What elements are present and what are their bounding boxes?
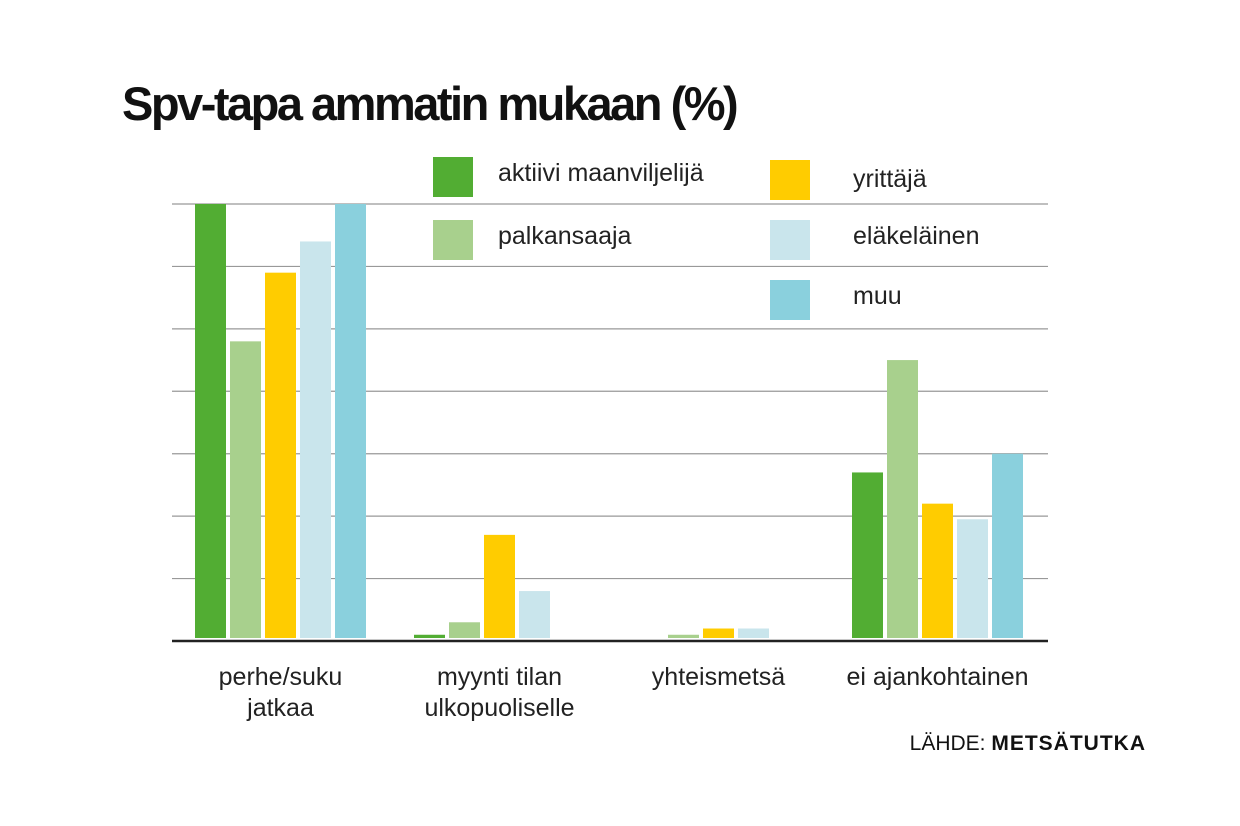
bar <box>230 341 261 638</box>
x-tick-label-line: myynti tilan <box>437 663 562 691</box>
bar <box>335 204 366 638</box>
bar <box>922 503 953 638</box>
x-tick-label: perhe/suku jatkaa <box>219 663 343 722</box>
bar <box>703 628 734 638</box>
legend-swatch <box>770 220 810 260</box>
legend-swatch <box>433 220 473 260</box>
x-tick-label: yhteismetsä <box>652 663 785 691</box>
source-note: LÄHDE: METSÄTUTKA <box>910 732 1146 755</box>
legend-item: aktiivi maanviljelijä <box>433 157 704 197</box>
x-tick-label-line: yhteismetsä <box>652 663 785 691</box>
legend-label: yrittäjä <box>853 165 927 193</box>
x-tick-label-line: jatkaa <box>246 694 314 722</box>
bar <box>265 272 296 638</box>
legend-label: eläkeläinen <box>853 222 980 250</box>
source-label: LÄHDE: <box>910 732 986 755</box>
x-tick-label-line: ei ajankohtainen <box>846 663 1028 691</box>
legend-swatch <box>433 157 473 197</box>
source-name: METSÄTUTKA <box>991 732 1146 755</box>
bar <box>195 204 226 638</box>
bar <box>300 241 331 638</box>
legend-label: aktiivi maanviljelijä <box>498 159 704 187</box>
x-tick-label-line: perhe/suku <box>219 663 343 691</box>
bar <box>957 519 988 638</box>
bar <box>738 628 769 638</box>
bars <box>195 204 1023 638</box>
legend-swatch <box>770 280 810 320</box>
bar <box>668 634 699 638</box>
x-axis-labels: perhe/suku jatkaa myynti tilan ulkopuolisel… <box>219 663 1029 722</box>
legend-item: muu <box>770 280 902 320</box>
bar <box>484 534 515 638</box>
legend-item: yrittäjä <box>770 160 927 200</box>
bar <box>519 591 550 638</box>
bar <box>887 360 918 638</box>
legend-item: eläkeläinen <box>770 220 980 260</box>
bar <box>449 622 480 638</box>
x-tick-label-line: ulkopuoliselle <box>424 694 574 722</box>
legend-label: muu <box>853 282 902 310</box>
legend: aktiivi maanviljelijä palkansaaja yrittäjä… <box>433 157 980 320</box>
x-tick-label: ei ajankohtainen <box>846 663 1028 691</box>
bar <box>992 453 1023 638</box>
x-tick-label: myynti tilan ulkopuoliselle <box>424 663 574 722</box>
legend-item: palkansaaja <box>433 220 632 260</box>
legend-swatch <box>770 160 810 200</box>
bar <box>852 472 883 638</box>
bar <box>414 634 445 638</box>
chart-title: Spv-tapa ammatin mukaan (%) <box>122 77 737 130</box>
legend-label: palkansaaja <box>498 222 632 250</box>
